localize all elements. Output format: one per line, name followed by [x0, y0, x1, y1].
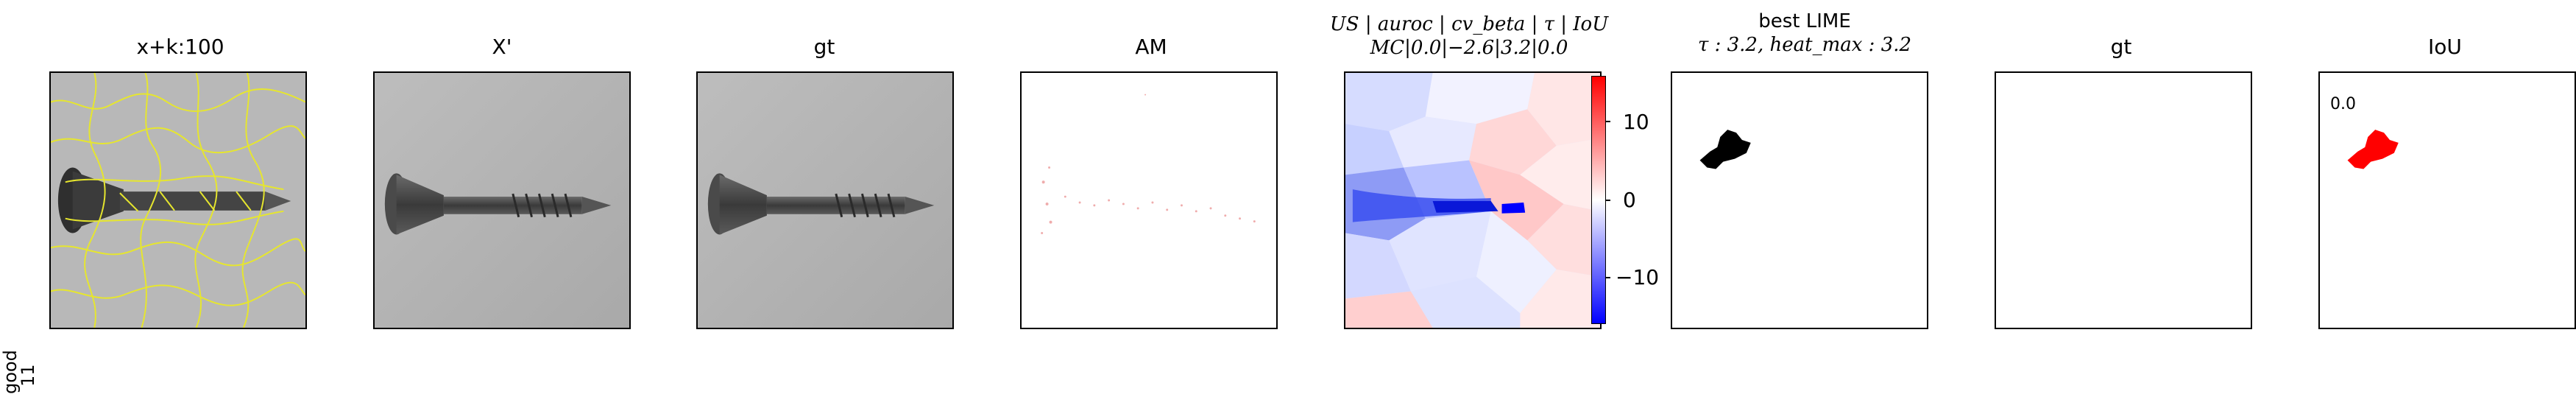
anomaly-speckles [1041, 94, 1256, 234]
superpixel-image [51, 73, 305, 328]
lime-heatmap-panel [1344, 71, 1602, 329]
panel-title-best-lime: best LIME [1758, 10, 1851, 32]
iou-panel: 0.0 [2318, 71, 2576, 329]
screw-shape [707, 173, 935, 235]
gt-mask-panel [1995, 71, 2252, 329]
panel-title-lime-params: τ : 3.2, heat_max : 3.2 [1697, 34, 1912, 56]
perturbed-panel [373, 71, 631, 329]
panel-title-iou: IoU [2428, 35, 2462, 59]
panel-title-gt: gt [813, 35, 835, 59]
panel-title-gt-2: gt [2110, 35, 2132, 59]
panel-title-am: AM [1135, 35, 1167, 59]
panel-title-superpixels: x+k:100 [136, 35, 224, 59]
colorbar-label-0: 0 [1623, 188, 1636, 212]
gt-mask [1996, 73, 2251, 328]
colorbar [1591, 76, 1606, 324]
lime-heatmap [1345, 73, 1600, 328]
colorbar-tick-10 [1606, 121, 1610, 122]
row-label-index: 11 [18, 364, 38, 387]
row-label: good 11 [0, 166, 38, 394]
lime-mask [1672, 73, 1927, 328]
iou-mask [2320, 73, 2575, 328]
panel-title-metrics-values: MC|0.0|−2.6|3.2|0.0 [1370, 37, 1568, 59]
colorbar-label-10: 10 [1623, 110, 1649, 134]
superpixel-panel [49, 71, 307, 329]
colorbar-gradient [1592, 77, 1605, 323]
gt-image-panel [696, 71, 954, 329]
anomaly-map-panel [1020, 71, 1278, 329]
screw-shape [57, 167, 291, 233]
panel-title-metrics-header: US | auroc | cv_beta | τ | IoU [1329, 13, 1609, 35]
iou-value: 0.0 [2330, 95, 2356, 113]
segment-outlines [51, 73, 305, 328]
panel-title-perturbed: X' [492, 35, 512, 59]
best-lime-panel [1671, 71, 1928, 329]
colorbar-tick-0 [1606, 200, 1610, 201]
screw-shape [384, 173, 612, 235]
gt-image [698, 73, 952, 328]
colorbar-label-neg10: −10 [1616, 265, 1660, 289]
row-label-class: good [0, 350, 21, 394]
anomaly-map [1022, 73, 1276, 328]
colorbar-tick-neg10 [1606, 277, 1610, 278]
perturbed-image [375, 73, 629, 328]
